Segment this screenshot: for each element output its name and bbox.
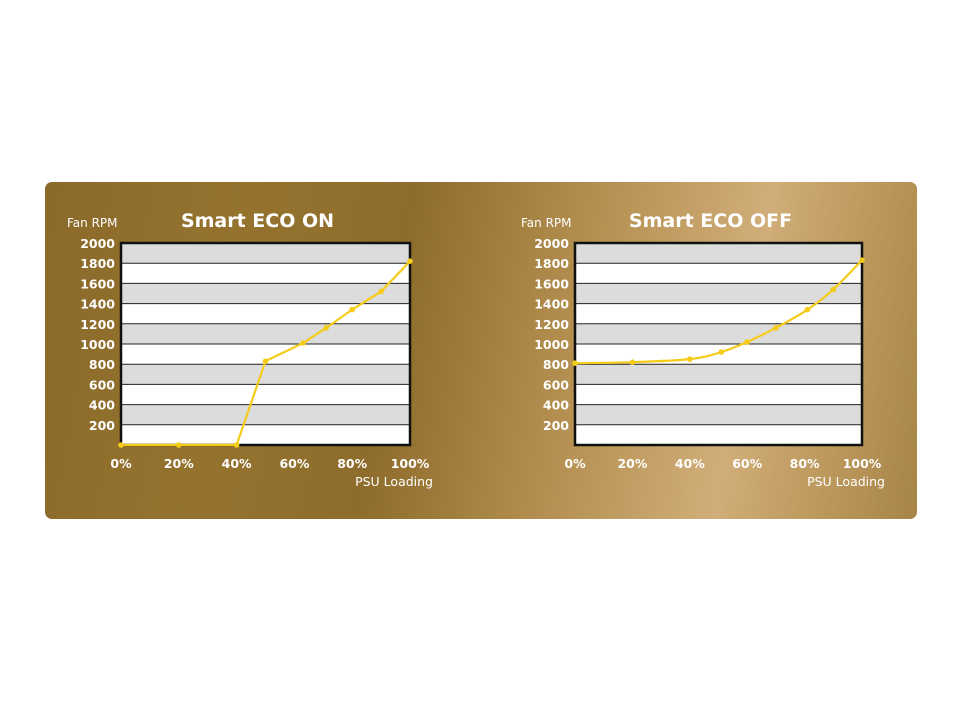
plot-frame: [573, 241, 864, 447]
y-tick-label: 1600: [534, 276, 569, 291]
y-tick-label: 800: [89, 357, 115, 372]
grid-band: [121, 404, 410, 425]
y-tick-label: 2000: [80, 236, 115, 251]
x-tick-label: 60%: [279, 456, 309, 471]
chart-title: Smart ECO ON: [181, 210, 334, 232]
data-point: [629, 359, 636, 365]
data-point: [859, 257, 865, 263]
grid-band: [121, 283, 410, 304]
x-tick-label: 20%: [164, 456, 194, 471]
grid-band: [121, 323, 410, 344]
x-tick-label: 80%: [337, 456, 367, 471]
data-point: [176, 442, 182, 448]
chart-title: Smart ECO OFF: [629, 210, 792, 232]
grid-band: [575, 424, 862, 445]
y-tick-label: 1800: [80, 256, 115, 271]
x-tick-label: 0%: [564, 456, 586, 471]
plot-bands: [121, 243, 410, 445]
grid-band: [121, 243, 410, 264]
data-point: [233, 442, 240, 448]
data-point: [572, 360, 578, 366]
y-tick-label: 200: [543, 418, 569, 433]
y-ticks: 200 400 600 800 1000 1200 1400 1600 1800 2000: [80, 236, 115, 433]
series-group: [572, 257, 865, 366]
data-point: [744, 339, 750, 345]
x-tick-label: 40%: [675, 456, 705, 471]
y-tick-label: 1200: [534, 317, 569, 332]
grid-band: [121, 344, 410, 365]
data-point: [830, 286, 837, 293]
data-point: [262, 358, 269, 364]
y-tick-label: 1800: [534, 256, 569, 271]
grid-band: [575, 364, 862, 385]
data-point: [349, 306, 356, 313]
y-tick-label: 1000: [534, 337, 569, 352]
x-ticks: 0% 20% 40% 60% 80% 100%: [110, 456, 429, 471]
grid-band: [575, 384, 862, 405]
x-tick-label: 100%: [843, 456, 882, 471]
grid-band: [575, 323, 862, 344]
y-tick-label: 1200: [80, 317, 115, 332]
x-axis-label: PSU Loading: [355, 474, 433, 489]
data-point: [378, 288, 384, 295]
plot-bands: [575, 243, 862, 445]
grid-band: [121, 384, 410, 405]
y-tick-label: 1400: [534, 297, 569, 312]
x-ticks: 0% 20% 40% 60% 80% 100%: [564, 456, 881, 471]
x-tick-label: 20%: [617, 456, 647, 471]
y-tick-label: 400: [543, 398, 569, 413]
y-tick-label: 400: [89, 398, 115, 413]
y-tick-label: 600: [89, 377, 115, 392]
grid-band: [575, 303, 862, 324]
y-axis-label: Fan RPM: [521, 216, 572, 230]
grid-band: [575, 283, 862, 304]
data-point: [687, 356, 693, 362]
data-point: [300, 340, 306, 346]
x-tick-label: 80%: [790, 456, 820, 471]
grid-band: [121, 364, 410, 385]
y-ticks: 200 400 600 800 1000 1200 1400 1600 1800 2000: [534, 236, 569, 433]
data-point: [118, 442, 124, 448]
y-tick-label: 800: [543, 357, 569, 372]
chart-eco-off: Smart ECO OFF Fan RPM PSU Loading 200 400…: [521, 210, 885, 489]
x-tick-label: 100%: [391, 456, 430, 471]
x-tick-label: 40%: [222, 456, 252, 471]
y-tick-label: 1000: [80, 337, 115, 352]
y-tick-label: 600: [543, 377, 569, 392]
grid-band: [121, 424, 410, 445]
data-point: [323, 325, 329, 331]
chart-eco-on: Smart ECO ON Fan RPM PSU Loading 200 400 6…: [67, 210, 433, 489]
data-point: [718, 349, 725, 355]
y-tick-label: 2000: [534, 236, 569, 251]
grid-band: [121, 263, 410, 284]
x-tick-label: 0%: [110, 456, 132, 471]
y-axis-label: Fan RPM: [67, 216, 118, 230]
data-point: [804, 306, 811, 313]
x-axis-label: PSU Loading: [807, 474, 885, 489]
plot-frame: [119, 241, 412, 447]
y-tick-label: 200: [89, 418, 115, 433]
grid-band: [575, 344, 862, 365]
data-point: [773, 325, 779, 331]
y-tick-label: 1600: [80, 276, 115, 291]
y-tick-label: 1400: [80, 297, 115, 312]
data-point: [407, 258, 413, 264]
grid-band: [575, 263, 862, 284]
grid-band: [575, 243, 862, 264]
grid-band: [121, 303, 410, 324]
grid-band: [575, 404, 862, 425]
series-group: [118, 258, 413, 448]
x-tick-label: 60%: [732, 456, 762, 471]
